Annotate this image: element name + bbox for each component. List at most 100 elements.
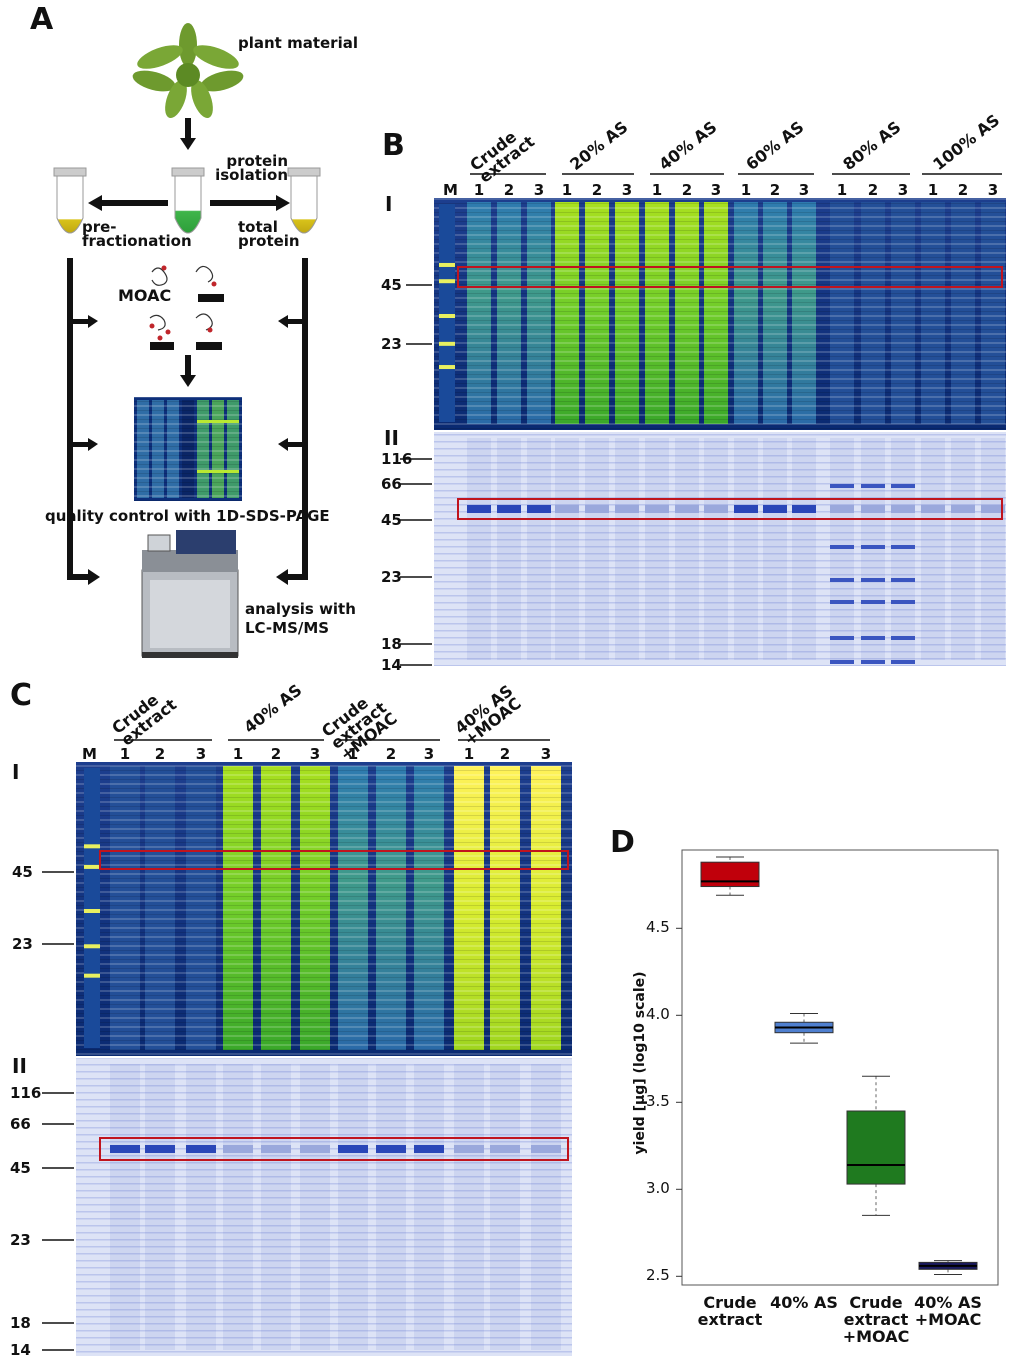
panel-c-lane-number: 2 [154,745,166,763]
gel-band [830,600,854,604]
panel-b-lane-number: 1 [473,181,485,199]
gel-band [830,636,854,640]
panel-b-lane-number: 3 [987,181,999,199]
panel-b-lane-number: 3 [621,181,633,199]
pre-fractionation-label: pre-fractionation [82,218,192,250]
gel-band [186,1145,216,1153]
gel-band [981,505,1005,513]
panel-c-lane-number: 2 [270,745,282,763]
y-tick-label: 4.5 [646,918,670,937]
moac-scheme-icon [149,265,214,331]
moac-label: MOAC [118,286,172,305]
gel-band [861,578,885,582]
box [700,861,760,888]
panel-b-letter: B [382,128,405,163]
panel-c-lane-number: 3 [309,745,321,763]
gel-band-texture [434,198,1006,430]
panel-b-lane-number: 3 [533,181,545,199]
panel-c-lane-number: 1 [119,745,131,763]
panel-b-lane-number: 2 [867,181,879,199]
gel-band [830,545,854,549]
gel-band [861,660,885,664]
panel-c-lane-number: 2 [499,745,511,763]
panel-b-lane-number: 1 [836,181,848,199]
plot-area [681,849,999,1286]
panel-b-lane-number: 2 [591,181,603,199]
gel-band [891,636,915,640]
marker-band [84,944,100,949]
panel-c-tick-marks [42,871,74,1351]
panel-b-row-ii-label: II [384,426,399,450]
plant-material-label: plant material [238,34,358,52]
panel-b-lane-number: 2 [957,181,969,199]
panel-b-lane-number: 2 [503,181,515,199]
gel-band [891,578,915,582]
x-category-label: 40% AS [770,1293,838,1312]
marker-band [439,314,455,318]
marker-band [439,262,455,267]
mass-spectrometer-icon [141,530,239,658]
gel-band [861,600,885,604]
x-category-label: Crude extract +MOAC [842,1293,910,1346]
panel-c-lane-number: 3 [423,745,435,763]
y-tick-label: 3.0 [646,1179,670,1198]
marker-band [84,973,100,978]
marker-lane [84,768,100,1048]
gel-band [527,505,551,513]
panel-c-lane-number: 1 [347,745,359,763]
panel-c-gel-ii-tick: 18 [10,1314,31,1332]
gel-band [490,1145,520,1153]
panel-b-lane-number: 1 [927,181,939,199]
panel-c-gel-ii-tick: 14 [10,1341,31,1359]
protein-isolation-label: protein isolation [215,152,288,184]
panel-b-marker-label: M [443,181,458,199]
gel-band [792,505,816,513]
marker-band [439,341,455,346]
panel-b-gel-ii-tick: 23 [381,568,402,586]
highlight-box [457,266,1003,288]
panel-c-gel-ii-tick: 116 [10,1084,42,1102]
gel-band [145,1145,175,1153]
gel-band [531,1145,561,1153]
plant-icon [132,23,244,119]
gel-band-texture [76,1058,572,1356]
panel-b-gel-i [434,198,1006,430]
panel-d-letter: D [610,825,635,860]
tube-icon [53,167,87,234]
gel-band [861,484,885,488]
gel-band [763,505,787,513]
gel-band [830,660,854,664]
panel-b-lane-number: 3 [897,181,909,199]
highlight-box [457,498,1003,520]
quality-control-label: quality control with 1D-SDS-PAGE [45,507,330,525]
gel-band [891,600,915,604]
gel-band [645,505,669,513]
gel-band [704,505,728,513]
panel-c-lane-number: 1 [232,745,244,763]
panel-b-lane-number: 3 [710,181,722,199]
x-category-label: 40% AS +MOAC [914,1293,982,1329]
panel-a-letter: A [30,2,54,37]
gel-band [951,505,975,513]
mini-gel-image [134,397,242,501]
tube-icon [171,167,205,234]
panel-c-gel-ii-tick: 45 [10,1159,31,1177]
marker-band [84,909,100,913]
gel-band [861,636,885,640]
gel-band [830,505,854,513]
panel-b-row-i-label: I [385,192,393,216]
gel-band [734,505,758,513]
y-tick-label: 3.5 [646,1092,670,1111]
marker-band [84,844,100,849]
gel-band [675,505,699,513]
panel-c-row-ii-label: II [12,1054,27,1078]
gel-band-texture [76,762,572,1056]
marker-band [439,365,455,370]
gel-band [830,578,854,582]
panel-b-gel-ii-tick: 14 [381,656,402,674]
panel-b-gel-ii [434,432,1006,666]
y-axis-label: yield [µg] (log10 scale) [632,971,648,1155]
gel-band [891,505,915,513]
box [846,1110,906,1185]
